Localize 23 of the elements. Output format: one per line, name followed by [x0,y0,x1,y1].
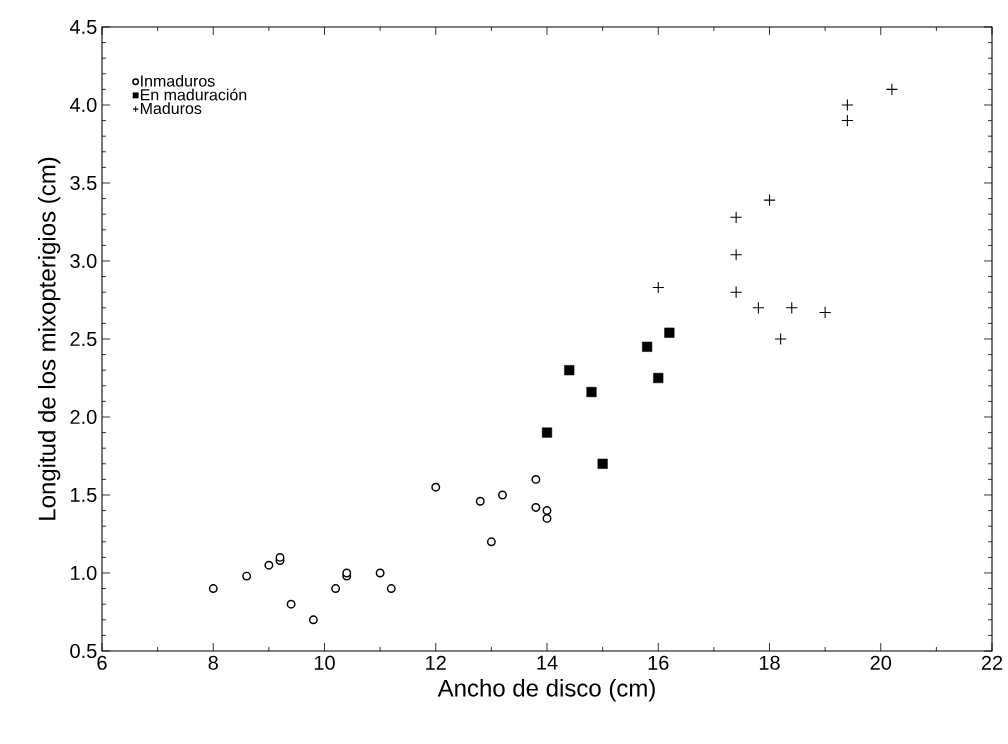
x-tick-label: 16 [648,655,669,670]
x-tick-label: 18 [759,655,780,670]
y-tick-label: 1.5 [71,488,97,502]
legend-label: Inmaduros [141,74,215,87]
y-tick-label: 2.5 [70,331,97,347]
y-tick-label: 1.0 [71,565,97,581]
y-tick-label: 4.0 [69,97,97,113]
y-tick-label: 4.5 [69,20,97,34]
x-tick-label: 22 [981,655,1003,670]
legend-label: En maduración [140,88,247,101]
x-tick-label: 8 [208,655,218,670]
legend-label: Maduros [140,102,202,115]
x-tick-label: 10 [314,655,335,670]
x-tick-label: 20 [870,655,892,670]
x-tick-label: 6 [97,655,107,670]
y-axis-title: Longitud de los mixopterigios (cm) [37,157,61,520]
y-tick-label: 0.5 [70,643,97,659]
y-tick-label: 3.5 [70,175,97,191]
x-axis-title: Ancho de disco (cm) [437,679,655,702]
x-tick-label: 12 [426,655,446,670]
y-tick-label: 3.0 [70,253,97,269]
y-tick-label: 2.0 [70,409,97,425]
x-tick-label: 14 [537,655,558,670]
